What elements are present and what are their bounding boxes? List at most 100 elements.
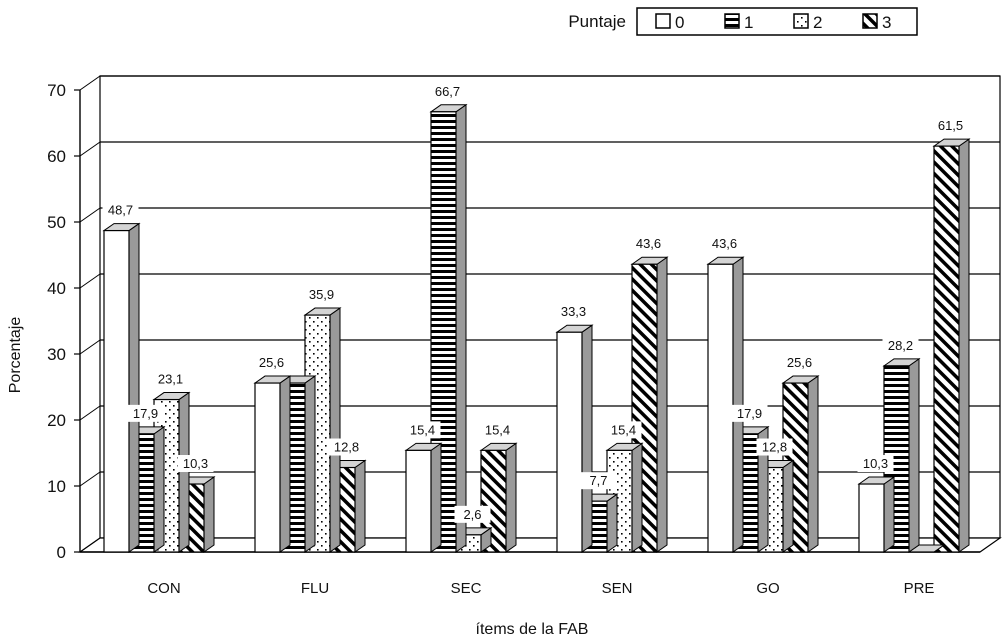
data-label: 25,6: [787, 355, 812, 370]
data-label: 15,4: [485, 422, 510, 437]
bar-side: [430, 442, 442, 553]
data-label: 61,5: [938, 118, 963, 133]
legend-swatch: [793, 13, 809, 29]
gridline-connector: [79, 75, 101, 91]
bar: [706, 256, 745, 553]
data-label-bg: [127, 404, 164, 422]
y-tick-label: 60: [47, 147, 66, 166]
bar-side: [606, 493, 618, 553]
legend-title: Puntaje: [568, 12, 626, 31]
x-axis-title: ítems de la FAB: [476, 621, 589, 638]
bar-side: [279, 375, 291, 553]
data-label: 7,7: [589, 473, 607, 488]
y-tick-label: 10: [47, 477, 66, 496]
bar-side: [656, 256, 668, 553]
legend-swatch: [655, 13, 671, 29]
bar-face: [858, 483, 885, 553]
data-label-bg: [303, 286, 340, 304]
data-label-bg: [630, 235, 667, 253]
bar-side: [505, 442, 517, 553]
data-labels-layer: 10,3 23,1 17,9 48,7 12,8 35,9 25,6 15,4 2,6 66,7 1…: [102, 82, 969, 523]
legend: Puntaje 0 1 2 3: [568, 7, 918, 36]
gridline-connector: [79, 405, 101, 421]
y-tick-label: 70: [47, 81, 66, 100]
x-category-label: GO: [756, 580, 779, 597]
legend-label: 3: [882, 13, 891, 32]
data-label: 17,9: [737, 406, 762, 421]
bar-face: [254, 382, 281, 553]
data-label: 28,2: [888, 338, 913, 353]
bar-side: [455, 103, 467, 553]
data-label: 43,6: [712, 236, 737, 251]
data-label-bg: [932, 117, 969, 135]
data-label: 23,1: [158, 372, 183, 387]
data-label-bg: [857, 455, 894, 473]
bar-face: [933, 145, 960, 553]
bar: [253, 375, 292, 553]
data-label: 17,9: [133, 406, 158, 421]
data-label-bg: [454, 505, 491, 523]
y-tick-label: 30: [47, 345, 66, 364]
x-category-label: CON: [147, 580, 180, 597]
bar: [932, 138, 971, 553]
bars-layer: CON FLU SEC SEN GO PRE: [102, 103, 971, 597]
bar-side: [304, 375, 316, 553]
bar-face: [556, 331, 583, 553]
gridline-connector: [79, 339, 101, 355]
y-tick-label: 50: [47, 213, 66, 232]
bar-side: [203, 476, 215, 553]
legend-label: 0: [675, 13, 684, 32]
data-label: 66,7: [435, 84, 460, 99]
bar: [404, 442, 443, 553]
bar: [479, 442, 518, 553]
bar-side: [581, 324, 593, 553]
data-label: 12,8: [334, 440, 359, 455]
data-label: 25,6: [259, 355, 284, 370]
y-tick-label: 0: [57, 543, 66, 562]
legend-swatch: [724, 13, 740, 29]
bar-face: [103, 229, 130, 553]
data-label-bg: [555, 303, 592, 321]
bar-side: [128, 222, 140, 553]
legend-label: 1: [744, 13, 753, 32]
data-label-bg: [253, 354, 290, 372]
bar-side: [631, 442, 643, 553]
y-tick-label: 40: [47, 279, 66, 298]
bar-side: [732, 256, 744, 553]
data-label-bg: [706, 235, 743, 253]
data-label-bg: [605, 421, 642, 439]
legend-label: 2: [813, 13, 822, 32]
data-label: 2,6: [463, 507, 481, 522]
gridline-connector: [79, 141, 101, 157]
gridline-connector: [79, 207, 101, 223]
bar-side: [178, 391, 190, 553]
data-label: 10,3: [183, 456, 208, 471]
bar: [102, 222, 141, 553]
data-label-bg: [756, 438, 793, 456]
bar: [152, 391, 191, 553]
data-label: 43,6: [636, 236, 661, 251]
y-axis-title: Porcentaje: [7, 317, 24, 394]
bar-side: [807, 375, 819, 553]
bar: [857, 476, 896, 553]
data-label-bg: [102, 201, 139, 219]
bar: [630, 256, 669, 553]
data-label: 48,7: [108, 203, 133, 218]
data-label-bg: [152, 370, 189, 388]
bar-side: [958, 138, 970, 553]
bar: [555, 324, 594, 553]
data-label-bg: [781, 354, 818, 372]
bar-side: [153, 425, 165, 553]
gridline-connector: [79, 471, 101, 487]
data-label: 12,8: [762, 440, 787, 455]
bar-side: [908, 357, 920, 553]
x-category-label: PRE: [904, 580, 935, 597]
data-label: 33,3: [561, 304, 586, 319]
data-label-bg: [429, 82, 466, 100]
bar-side: [329, 307, 341, 553]
bar-face: [707, 263, 734, 553]
data-label: 35,9: [309, 287, 334, 302]
gridline-connector: [79, 537, 101, 553]
